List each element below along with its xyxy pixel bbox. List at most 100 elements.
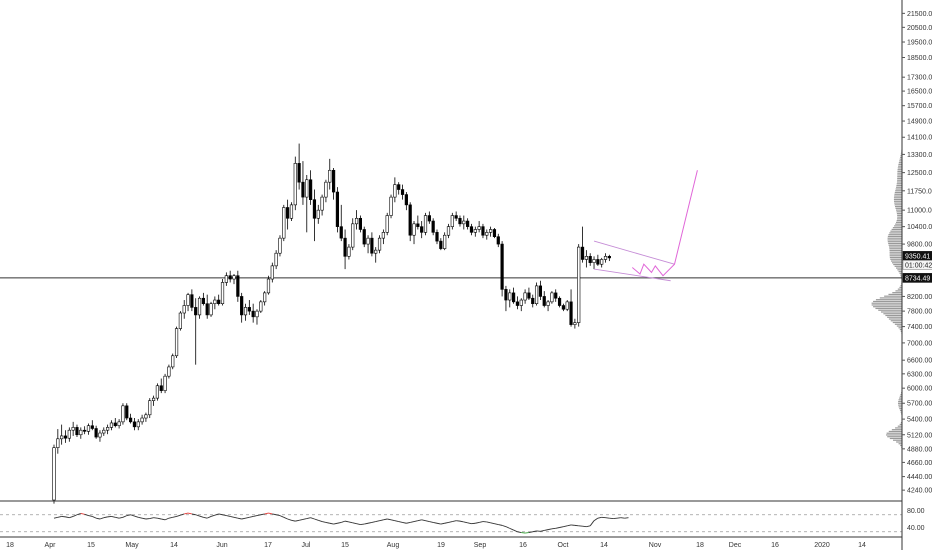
- candle-body-up: [68, 430, 71, 438]
- rsi-line-segment: [119, 517, 123, 518]
- price-tick-label: 7000.00: [907, 340, 932, 347]
- candle-body-up: [275, 253, 278, 266]
- candle: [543, 291, 546, 307]
- candle: [466, 218, 469, 229]
- volume-profile-bar: [885, 315, 902, 316]
- candle: [378, 235, 381, 253]
- volume-profile-bar: [892, 429, 902, 430]
- candle-body-down: [432, 221, 435, 232]
- candle-body-down: [286, 208, 289, 219]
- candle-body-down: [194, 307, 197, 315]
- volume-profile-bar: [898, 426, 902, 427]
- rsi-line-segment: [418, 520, 422, 521]
- candle: [72, 422, 75, 436]
- candle-body-up: [279, 238, 282, 253]
- volume-profile-bar: [896, 267, 902, 268]
- price-tick-label: 6000.00: [907, 386, 932, 393]
- rsi-line-segment: [460, 521, 464, 522]
- volume-profile-bar: [897, 176, 902, 177]
- candle-body-up: [535, 286, 538, 304]
- volume-profile-bar: [895, 427, 902, 428]
- candle-body-up: [187, 295, 190, 306]
- rsi-line-segment: [414, 521, 418, 522]
- rsi-line-segment: [65, 517, 69, 518]
- rsi-line-segment: [299, 519, 303, 520]
- rsi-line-segment: [200, 516, 204, 517]
- candle: [508, 289, 511, 307]
- candle: [305, 175, 308, 232]
- candle: [531, 295, 534, 308]
- candle-body-up: [137, 422, 140, 427]
- candle-body-up: [141, 418, 144, 422]
- candle-body-down: [371, 238, 374, 253]
- rsi-line-segment: [142, 518, 146, 519]
- rsi-line-segment: [426, 521, 430, 522]
- candle: [198, 296, 201, 318]
- candle-body-up: [267, 279, 270, 293]
- rsi-line-segment: [422, 520, 426, 521]
- rsi-line-segment: [383, 519, 387, 520]
- rsi-line-segment: [399, 522, 403, 523]
- candle: [363, 227, 366, 247]
- candle: [482, 224, 485, 238]
- candle-body-up: [164, 376, 167, 390]
- rsi-line-segment: [223, 515, 227, 516]
- candle: [397, 182, 400, 194]
- candle-body-down: [397, 185, 400, 190]
- candle-body-down: [125, 406, 128, 418]
- candles: [53, 144, 611, 504]
- rsi-line-segment: [330, 523, 334, 524]
- rsi-tick-label: 40.00: [907, 525, 925, 532]
- candle-body-up: [489, 229, 492, 232]
- rsi-line-segment: [88, 516, 92, 517]
- candle: [551, 291, 554, 304]
- volume-profile-bar: [895, 204, 902, 205]
- time-tick-label: 15: [87, 542, 95, 549]
- candle-body-up: [179, 313, 182, 329]
- candle: [129, 414, 132, 424]
- candle: [382, 229, 385, 244]
- candle: [248, 300, 251, 315]
- volume-profile-bar: [888, 294, 902, 295]
- candle: [141, 415, 144, 425]
- rsi-line-segment: [242, 518, 246, 519]
- rsi-line-segment: [173, 516, 177, 517]
- candle-body-up: [106, 427, 109, 430]
- candle-body-up: [551, 293, 554, 302]
- volume-profile-bar: [892, 229, 902, 230]
- candle-body-down: [64, 436, 67, 438]
- candle: [325, 180, 328, 203]
- candle-body-up: [600, 259, 603, 264]
- rsi-line-segment: [368, 522, 372, 523]
- candle: [148, 398, 151, 418]
- rsi-line-segment: [391, 520, 395, 521]
- rsi-line-segment: [353, 523, 357, 524]
- rsi-line-segment: [349, 522, 353, 523]
- volume-profile-bar: [895, 290, 902, 291]
- rsi-line-segment: [92, 516, 96, 518]
- price-tick-label: 11000.00: [907, 208, 932, 215]
- candle: [210, 302, 213, 317]
- candle-body-down: [501, 244, 504, 289]
- candle-body-up: [283, 208, 286, 239]
- candle: [68, 427, 71, 441]
- price-tick-label: 7800.00: [907, 309, 932, 316]
- volume-profile-bar: [887, 436, 902, 437]
- candle: [348, 244, 351, 259]
- volume-profile-bar: [899, 443, 902, 444]
- candle: [171, 354, 174, 370]
- candle: [263, 291, 266, 305]
- rsi-line-segment: [341, 521, 345, 522]
- candle: [489, 227, 492, 237]
- rsi-line-segment: [540, 530, 544, 531]
- candle-body-up: [80, 430, 83, 435]
- volume-profile-bar: [899, 399, 902, 400]
- price-tick-label: 4880.00: [907, 446, 932, 453]
- candle-body-down: [597, 259, 600, 264]
- candle: [290, 202, 293, 221]
- rsi-line-segment: [318, 520, 322, 521]
- time-tick-label: 16: [519, 542, 527, 549]
- time-tick-label: 14: [600, 542, 608, 549]
